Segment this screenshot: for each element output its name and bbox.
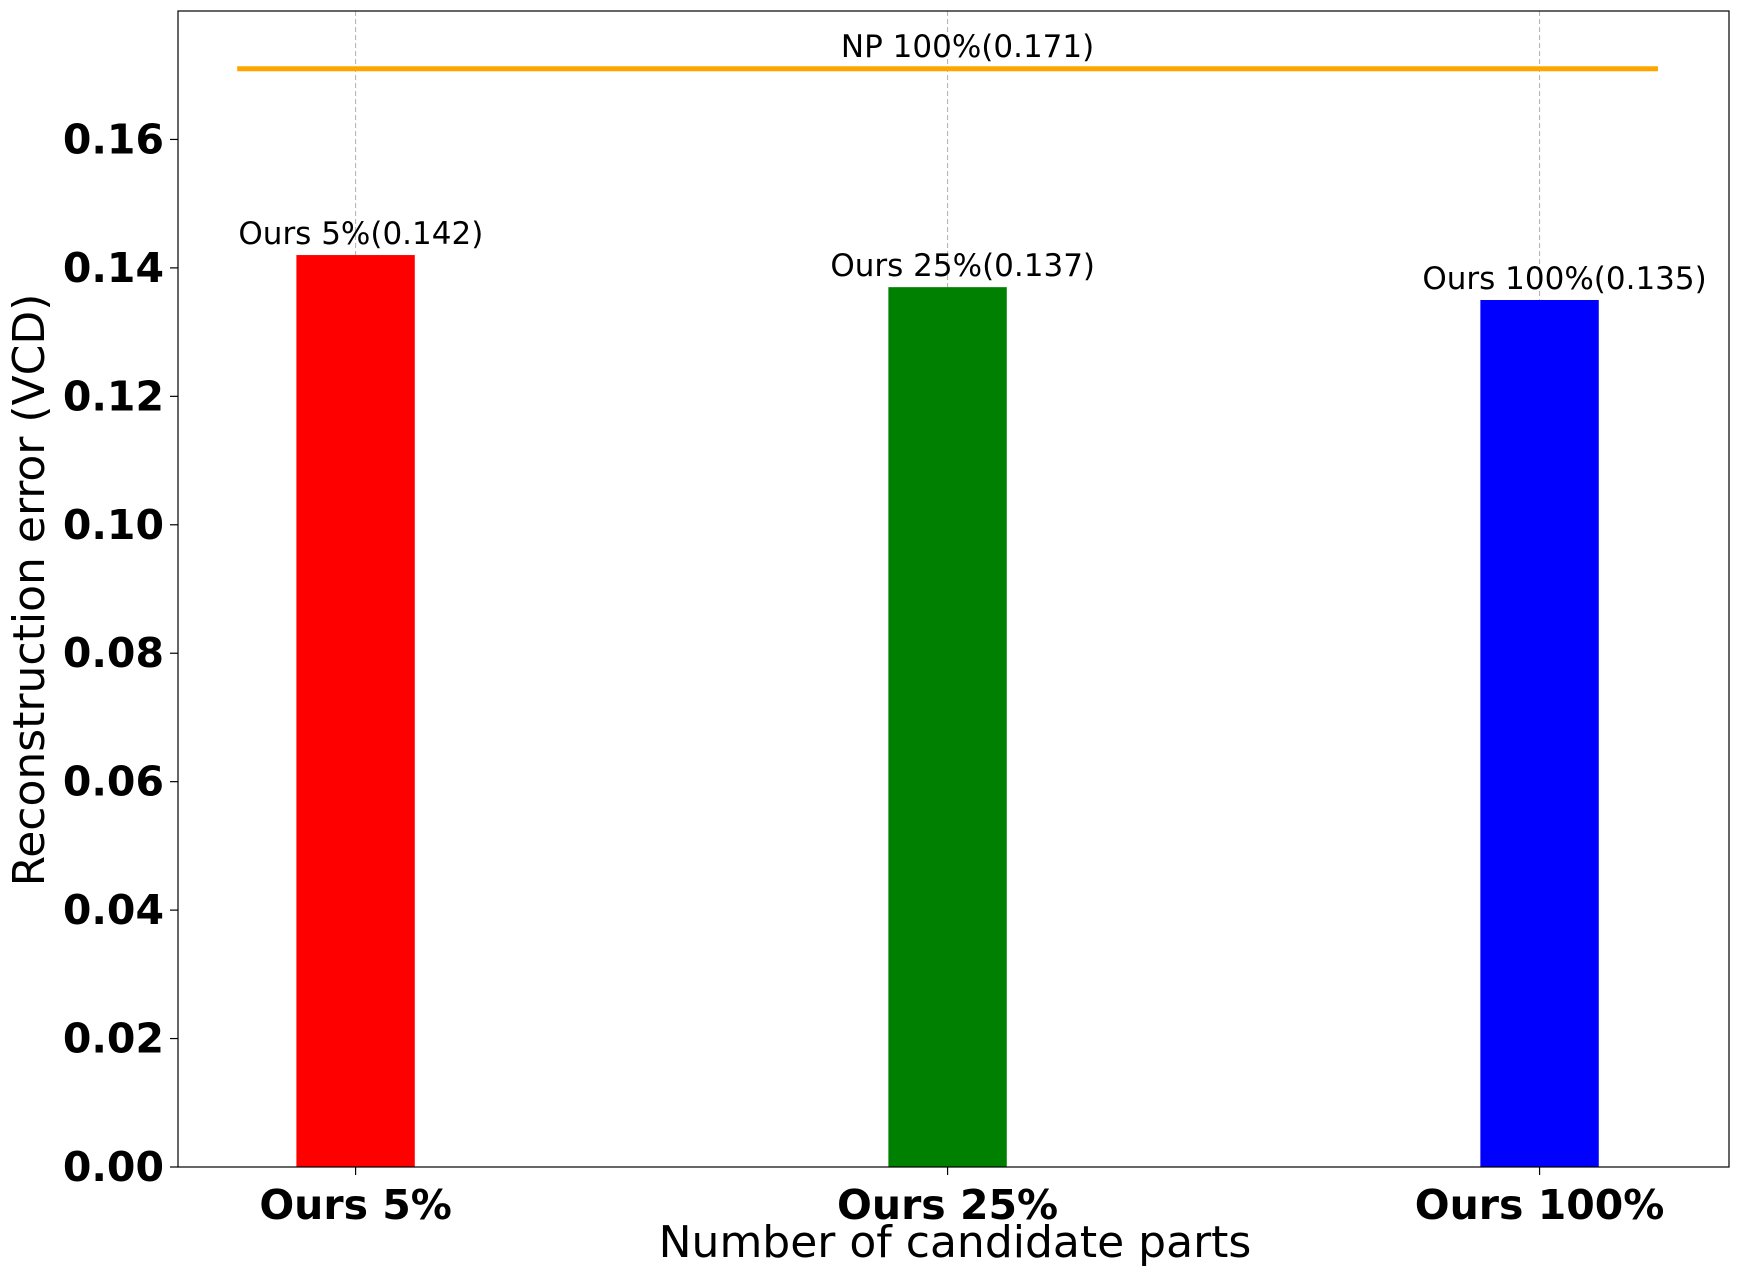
y-tick-label: 0.14 xyxy=(63,244,164,292)
data-labels: Ours 5%(0.142) Ours 25%(0.137) Ours 100%(0… xyxy=(238,216,1706,297)
bar xyxy=(1480,300,1599,1167)
bar xyxy=(888,287,1007,1168)
reference-line-group: NP 100%(0.171) xyxy=(237,29,1658,72)
y-tick-label: 0.12 xyxy=(63,372,164,420)
x-axis-title: Number of candidate parts xyxy=(659,1217,1252,1268)
bars xyxy=(296,255,1599,1168)
y-axis-ticks: 0.00 0.02 0.04 0.06 0.08 0.10 0.12 0.14 0.16 xyxy=(63,115,178,1191)
y-tick-label: 0.16 xyxy=(63,115,164,163)
y-tick-label: 0.10 xyxy=(63,501,164,549)
bar-value-label: Ours 25%(0.137) xyxy=(830,248,1095,284)
x-tick-label: Ours 100% xyxy=(1415,1181,1665,1229)
bar-value-label: Ours 5%(0.142) xyxy=(238,216,483,252)
y-tick-label: 0.00 xyxy=(63,1143,164,1191)
x-axis-ticks: Ours 5% Ours 25% Ours 100% xyxy=(259,1167,1664,1229)
y-tick-label: 0.08 xyxy=(63,629,164,677)
x-tick-label: Ours 5% xyxy=(259,1181,452,1229)
reference-line-label: NP 100%(0.171) xyxy=(841,29,1094,65)
x-tick-label: Ours 25% xyxy=(837,1181,1058,1229)
y-tick-label: 0.04 xyxy=(63,886,164,934)
y-tick-label: 0.02 xyxy=(63,1015,164,1063)
y-tick-label: 0.06 xyxy=(63,758,164,806)
bar xyxy=(296,255,415,1168)
plot-frame xyxy=(177,10,1730,1168)
y-axis-title: Reconstruction error (VCD) xyxy=(4,294,55,887)
bar-value-label: Ours 100%(0.135) xyxy=(1422,261,1706,297)
